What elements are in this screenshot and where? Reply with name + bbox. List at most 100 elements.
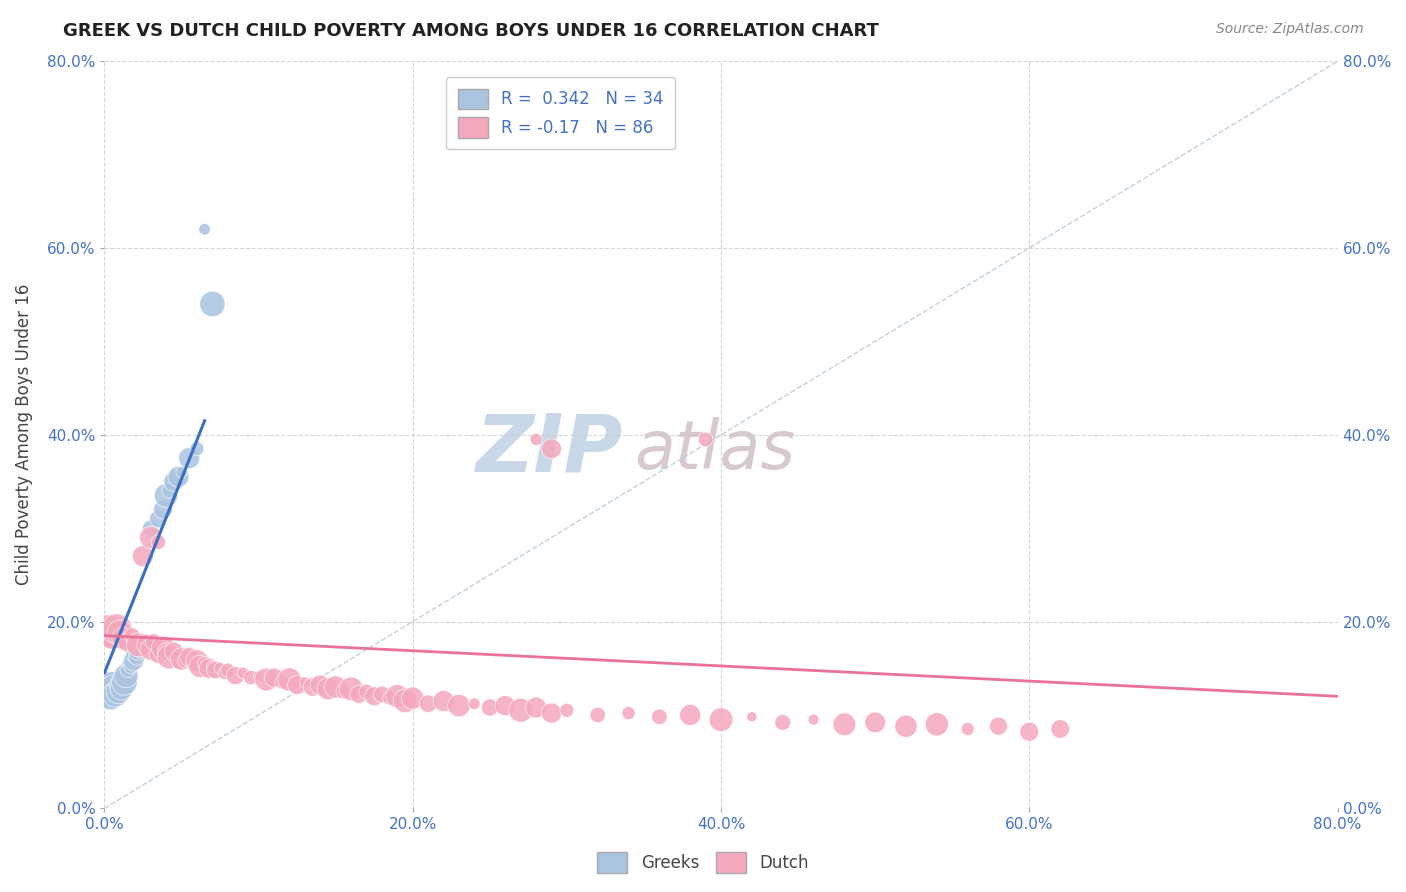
Legend: Greeks, Dutch: Greeks, Dutch xyxy=(591,846,815,880)
Point xyxy=(115,669,138,683)
Point xyxy=(100,691,122,706)
Point xyxy=(186,654,208,668)
Point xyxy=(183,657,205,671)
Point xyxy=(194,657,217,671)
Point xyxy=(142,635,165,649)
Point xyxy=(540,706,562,720)
Point xyxy=(127,638,149,652)
Point xyxy=(179,451,201,466)
Point xyxy=(125,650,148,665)
Point xyxy=(648,710,671,724)
Point xyxy=(371,687,394,701)
Text: ZIP: ZIP xyxy=(475,410,623,489)
Point xyxy=(772,715,794,730)
Point xyxy=(127,642,149,657)
Point xyxy=(363,690,385,704)
Point xyxy=(263,671,285,685)
Point xyxy=(148,512,170,526)
Point xyxy=(118,657,141,671)
Point xyxy=(157,650,180,665)
Point xyxy=(478,700,501,714)
Point xyxy=(103,681,125,696)
Point xyxy=(394,694,416,708)
Point xyxy=(101,675,124,690)
Point xyxy=(254,673,277,687)
Point xyxy=(155,644,177,658)
Point xyxy=(167,470,190,484)
Point xyxy=(301,680,323,694)
Point xyxy=(201,659,224,673)
Point xyxy=(224,669,246,683)
Point xyxy=(179,650,201,665)
Point xyxy=(132,549,155,564)
Legend: R =  0.342   N = 34, R = -0.17   N = 86: R = 0.342 N = 34, R = -0.17 N = 86 xyxy=(446,77,675,149)
Point xyxy=(347,687,370,701)
Point xyxy=(117,635,139,649)
Point xyxy=(101,629,124,643)
Point xyxy=(695,433,717,447)
Point xyxy=(132,632,155,646)
Point xyxy=(188,659,211,673)
Point xyxy=(340,681,363,696)
Point xyxy=(925,717,948,731)
Point xyxy=(111,671,134,685)
Point xyxy=(107,684,129,698)
Point xyxy=(96,680,118,694)
Point xyxy=(555,703,578,717)
Point xyxy=(111,632,134,646)
Point xyxy=(96,624,118,638)
Point xyxy=(128,644,150,658)
Point xyxy=(710,713,733,727)
Point xyxy=(834,717,856,731)
Point xyxy=(540,442,562,456)
Point xyxy=(105,680,128,694)
Point xyxy=(418,697,440,711)
Point xyxy=(121,629,143,643)
Point xyxy=(956,722,979,736)
Point xyxy=(124,647,146,661)
Point xyxy=(217,663,239,677)
Point xyxy=(432,694,454,708)
Point xyxy=(155,488,177,502)
Point xyxy=(104,687,127,701)
Text: GREEK VS DUTCH CHILD POVERTY AMONG BOYS UNDER 16 CORRELATION CHART: GREEK VS DUTCH CHILD POVERTY AMONG BOYS … xyxy=(63,22,879,40)
Point xyxy=(387,690,409,704)
Point xyxy=(98,684,121,698)
Point xyxy=(194,222,217,236)
Point xyxy=(863,715,886,730)
Point xyxy=(173,654,195,668)
Point xyxy=(356,684,378,698)
Point xyxy=(1018,724,1040,739)
Point xyxy=(247,669,270,683)
Y-axis label: Child Poverty Among Boys Under 16: Child Poverty Among Boys Under 16 xyxy=(15,284,32,585)
Point xyxy=(586,708,609,723)
Point xyxy=(110,681,132,696)
Point xyxy=(201,297,224,311)
Point xyxy=(316,681,339,696)
Point xyxy=(309,678,332,692)
Point xyxy=(108,625,131,640)
Point xyxy=(122,654,145,668)
Point xyxy=(494,698,516,713)
Text: Source: ZipAtlas.com: Source: ZipAtlas.com xyxy=(1216,22,1364,37)
Point xyxy=(617,706,640,720)
Point xyxy=(117,663,139,677)
Point xyxy=(170,652,193,666)
Point xyxy=(139,531,162,545)
Point xyxy=(167,657,190,671)
Point xyxy=(679,708,702,723)
Point xyxy=(987,719,1010,733)
Point xyxy=(239,671,262,685)
Point xyxy=(332,684,354,698)
Point xyxy=(285,678,308,692)
Point xyxy=(139,521,162,535)
Point xyxy=(524,433,547,447)
Point xyxy=(270,675,292,690)
Point xyxy=(894,719,917,733)
Point xyxy=(124,633,146,648)
Point xyxy=(463,697,485,711)
Point xyxy=(108,678,131,692)
Point xyxy=(741,710,763,724)
Point xyxy=(198,661,221,675)
Point xyxy=(204,663,226,677)
